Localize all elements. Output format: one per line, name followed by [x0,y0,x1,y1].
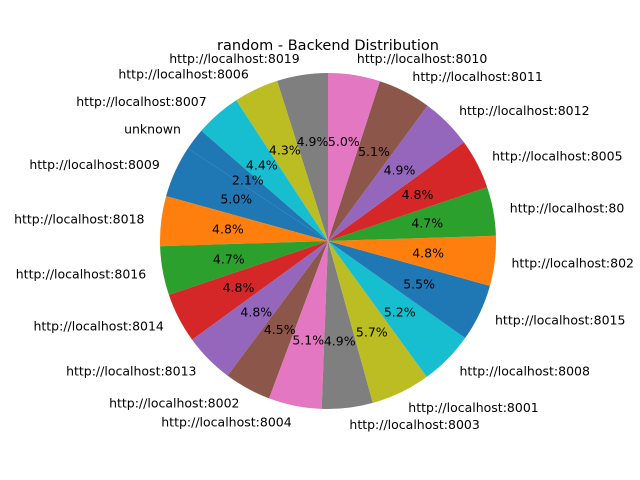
pie-slices [159,73,497,409]
pie-slice [227,241,328,399]
slice-label: http://localhost:8007 [76,94,206,109]
slice-percent-label: 5.5% [403,277,435,292]
slice-percent-label: 5.0% [220,192,252,207]
pie-slice [328,241,466,377]
slice-label: http://localhost:8006 [118,67,248,82]
slice-label: http://localhost:8003 [349,417,479,432]
pie-slice [168,241,328,340]
slice-percent-label: 5.7% [356,324,388,339]
pie-slice [277,73,328,241]
slice-label: http://localhost:8004 [161,415,291,430]
slice-label: http://localhost:8002 [109,396,239,411]
slice-percent-label: 4.9% [384,162,416,177]
slice-percent-label: 5.1% [358,144,390,159]
pie-slice [236,80,328,242]
slice-label: http://localhost:8013 [66,363,196,378]
slice-label: http://localhost:8015 [495,313,625,328]
pie-percent-labels: 4.9%4.3%4.4%2.1%5.0%4.8%4.7%4.8%4.8%4.5%… [212,134,444,349]
slice-label: http://localhost:8019 [169,51,299,66]
slice-label: http://localhost:8011 [412,69,542,84]
slice-percent-label: 4.8% [223,280,255,295]
pie-slice [328,73,380,241]
pie-slice [160,241,328,295]
slice-percent-label: 5.0% [328,134,360,149]
pie-slice [201,100,328,241]
pie-slice [328,235,497,286]
slice-percent-label: 4.5% [264,322,296,337]
pie-slice [328,81,428,241]
pie-slice [328,105,464,242]
pie-slice [159,196,328,247]
slice-label: http://localhost:8016 [16,266,146,281]
pie-slice [328,142,488,241]
slice-percent-label: 5.1% [292,332,324,347]
slice-label: http://localhost:8001 [408,400,538,415]
slice-percent-label: 2.1% [232,173,264,188]
pie-slice [328,241,490,339]
pie-slice [321,241,373,409]
slice-percent-label: 4.7% [411,216,443,231]
slice-label: http://localhost:8009 [29,157,159,172]
slice-percent-label: 4.8% [240,304,272,319]
slice-label: http://localhost:8012 [459,103,589,118]
slice-percent-label: 5.2% [384,304,416,319]
pie-slice [269,241,328,409]
pie-slice-labels: http://localhost:8019http://localhost:80… [14,51,634,432]
slice-percent-label: 4.7% [213,252,245,267]
slice-percent-label: 4.8% [212,222,244,237]
slice-label: unknown [124,122,181,137]
pie-slice [328,187,496,241]
slice-percent-label: 4.8% [402,187,434,202]
pie-slice [166,148,328,241]
slice-label: http://localhost:8008 [460,363,590,378]
slice-percent-label: 4.4% [246,158,278,173]
pie-slice [328,241,427,403]
chart-title: random - Backend Distribution [217,38,439,54]
slice-percent-label: 4.8% [412,246,444,261]
slice-percent-label: 4.3% [269,142,301,157]
slice-percent-label: 4.9% [297,134,329,149]
slice-label: http://localhost:80 [510,201,625,216]
slice-label: http://localhost:8005 [492,149,622,164]
slice-percent-label: 4.9% [324,334,356,349]
slice-label: http://localhost:8018 [14,212,144,227]
pie-slice [192,241,328,376]
slice-label: http://localhost:8010 [357,51,487,66]
slice-label: http://localhost:802 [512,256,634,271]
slice-label: http://localhost:8014 [33,318,163,333]
pie-slice [187,130,328,241]
